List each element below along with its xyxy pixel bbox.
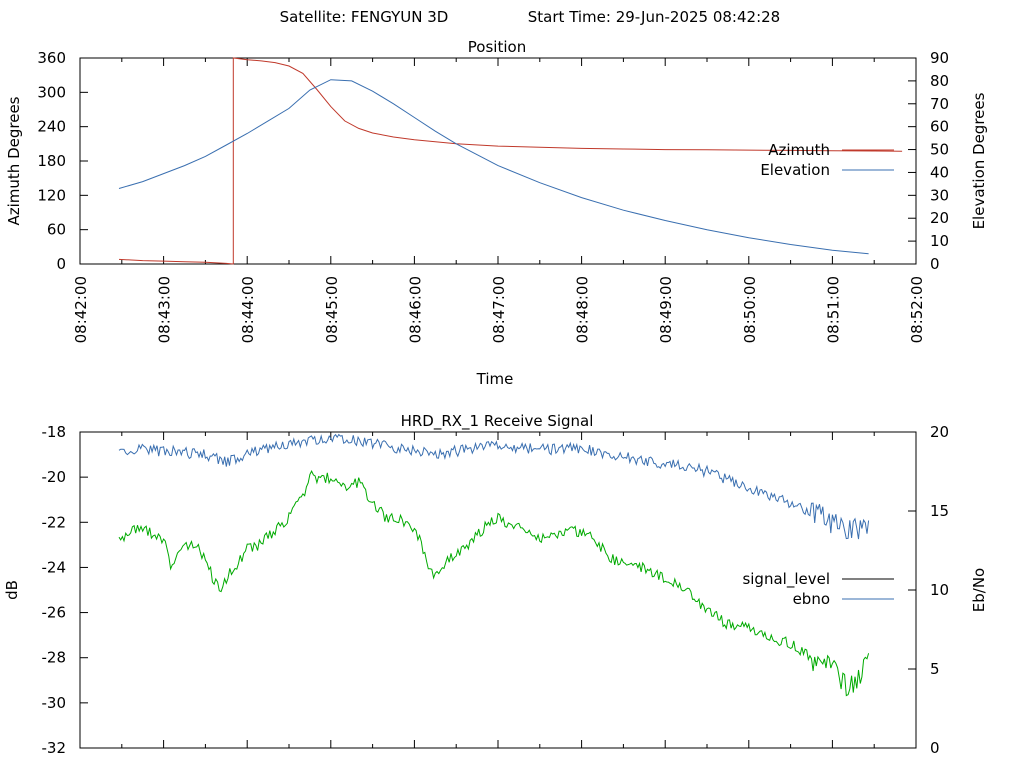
series-Azimuth-line <box>118 57 903 265</box>
x-tick-label: 08:50:00 <box>741 276 759 343</box>
y-tick-label: 180 <box>37 152 66 170</box>
y2-tick-label: 0 <box>930 739 940 757</box>
y2-tick-label: 90 <box>930 49 949 67</box>
y-tick-label: 240 <box>37 118 66 136</box>
position-series <box>118 57 903 265</box>
signal-y-ticks: -32 -30 -28 -26 -24 -22 -20 -18 <box>42 423 88 757</box>
y-tick-label: -28 <box>42 649 67 667</box>
y-tick-label: -32 <box>42 739 67 757</box>
position-y2label: Elevation Degrees <box>970 92 988 229</box>
x-tick-label: 08:45:00 <box>323 276 341 343</box>
position-chart: Position Azimuth Degrees Elevation Degre… <box>5 38 988 388</box>
y2-tick-label: 70 <box>930 95 949 113</box>
signal-ylabel: dB <box>3 580 21 600</box>
series-Elevation-line <box>118 79 869 255</box>
y2-tick-label: 10 <box>930 232 949 250</box>
y2-tick-label: 20 <box>930 209 949 227</box>
series-ebno-line <box>118 433 870 540</box>
position-x-ticks: 08:42:00 08:43:00 08:44:00 08:45:00 08:46:00… <box>72 58 926 343</box>
y2-tick-label: 10 <box>930 581 949 599</box>
signal-x-ticks <box>79 432 917 748</box>
y-tick-label: 300 <box>37 83 66 101</box>
signal-y2label: Eb/No <box>970 568 988 612</box>
y-tick-label: -30 <box>42 694 67 712</box>
y-tick-label: 360 <box>37 49 66 67</box>
signal-plot-frame <box>79 431 917 749</box>
y2-tick-label: 50 <box>930 141 949 159</box>
y2-tick-label: 5 <box>930 660 940 678</box>
y2-tick-label: 20 <box>930 423 949 441</box>
signal-series <box>118 433 870 697</box>
x-tick-label: 08:52:00 <box>908 276 926 343</box>
x-tick-label: 08:48:00 <box>574 276 592 343</box>
y-tick-label: 60 <box>47 221 66 239</box>
x-tick-label: 08:49:00 <box>657 276 675 343</box>
y2-tick-label: 30 <box>930 186 949 204</box>
series-signal_level-line <box>118 469 870 697</box>
position-chart-title: Position <box>468 38 526 56</box>
y2-tick-label: 60 <box>930 118 949 136</box>
start-time-label: Start Time: 29-Jun-2025 08:42:28 <box>528 8 780 26</box>
x-tick-label: 08:44:00 <box>239 276 257 343</box>
y-tick-label: -24 <box>42 558 67 576</box>
y-tick-label: -26 <box>42 604 67 622</box>
position-y2-ticks: 0 10 20 30 40 50 60 70 80 90 <box>908 49 949 273</box>
y2-tick-label: 80 <box>930 72 949 90</box>
x-tick-label: 08:43:00 <box>156 276 174 343</box>
legend-label-Elevation: Elevation <box>760 161 830 179</box>
position-ylabel: Azimuth Degrees <box>5 96 23 225</box>
legend-label-signal_level: signal_level <box>742 570 830 589</box>
y-tick-label: -22 <box>42 513 67 531</box>
y-tick-label: 120 <box>37 186 66 204</box>
y2-tick-label: 40 <box>930 163 949 181</box>
satellite-label: Satellite: FENGYUN 3D <box>280 8 449 26</box>
x-tick-label: 08:47:00 <box>490 276 508 343</box>
signal-chart: HRD_RX_1 Receive Signal dB Eb/No -32-30-… <box>3 412 988 757</box>
y2-tick-label: 0 <box>930 255 940 273</box>
position-y-ticks: 0 60 120 180 240 300 360 <box>37 49 88 273</box>
position-legend: Azimuth Elevation <box>760 141 894 179</box>
y-tick-label: -20 <box>42 468 67 486</box>
y-tick-label: -18 <box>42 423 67 441</box>
y-tick-label: 0 <box>56 255 66 273</box>
signal-chart-title: HRD_RX_1 Receive Signal <box>401 412 594 431</box>
x-tick-label: 08:51:00 <box>824 276 842 343</box>
legend-label-Azimuth: Azimuth <box>768 141 830 159</box>
y2-tick-label: 15 <box>930 502 949 520</box>
x-tick-label: 08:42:00 <box>72 276 90 343</box>
x-tick-label: 08:46:00 <box>406 276 424 343</box>
signal-y2-ticks: 0 5 10 15 20 <box>908 423 949 757</box>
position-xlabel: Time <box>476 370 514 388</box>
legend-label-ebno: ebno <box>793 590 830 608</box>
